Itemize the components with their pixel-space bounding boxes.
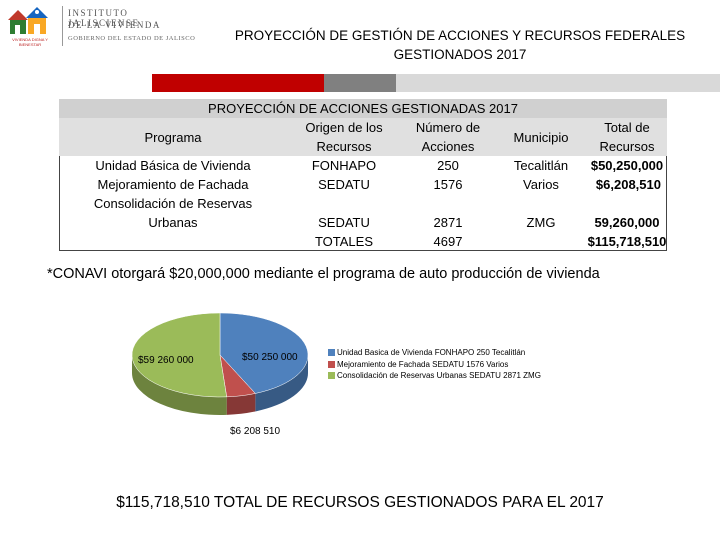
pie-slice-side-1	[226, 393, 256, 415]
header-programa-label: Programa	[144, 129, 202, 145]
cell-municipio: Varios	[523, 177, 559, 192]
totals-label: TOTALES	[314, 234, 374, 249]
totals-total: $115,718,510	[587, 234, 667, 249]
header-color-strip	[152, 74, 720, 92]
header-total: Total de Recursos	[587, 118, 667, 156]
cell-municipio: Tecalitlán	[513, 158, 569, 173]
cell-programa: Consolidación de Reservas Urbanas	[59, 194, 287, 232]
cell-programa-line2: Urbanas	[148, 215, 198, 230]
strip-gray-segment	[324, 74, 396, 92]
cell-origen: SEDATU	[318, 215, 370, 230]
cell-total: $6,208,510	[595, 177, 661, 192]
table-row: Unidad Básica de Vivienda FONHAPO 250 Te…	[59, 156, 667, 175]
pie-slice-side-2	[132, 355, 227, 415]
page-title: PROYECCIÓN DE GESTIÓN DE ACCIONES Y RECU…	[200, 26, 720, 64]
house-emblem-icon	[8, 7, 48, 34]
header-origen: Origen de los Recursos	[287, 118, 401, 156]
government-name: GOBIERNO DEL ESTADO DE JALISCO	[68, 35, 196, 42]
strip-red-segment	[152, 74, 324, 92]
institute-name-line1: INSTITUTO JALISCIENSE	[68, 8, 140, 28]
legend-label: Unidad Basica de Vivienda FONHAPO 250 Te…	[337, 348, 526, 357]
cell-total: $50,250,000	[590, 158, 664, 173]
table-row: Mejoramiento de Fachada SEDATU 1576 Vari…	[59, 175, 667, 194]
cell-acciones: 250	[437, 158, 459, 173]
cell-acciones: 2871	[433, 215, 463, 230]
pie-label-blue: $50 250 000	[242, 352, 298, 363]
cell-acciones: 1576	[433, 177, 463, 192]
header-numero-line1: Número de	[415, 120, 481, 135]
table-title: PROYECCIÓN DE ACCIONES GESTIONADAS 2017	[59, 99, 667, 118]
cell-origen: FONHAPO	[311, 158, 377, 173]
projection-table: PROYECCIÓN DE ACCIONES GESTIONADAS 2017 …	[59, 99, 667, 251]
institute-name-line2: DE LA VIVIENDA	[68, 20, 161, 30]
institute-logo: VIVIENDA DIGNA Y BIENESTAR INSTITUTO JAL…	[4, 4, 200, 48]
header-municipio: Municipio	[495, 118, 587, 156]
legend-item: Mejoramiento de Fachada SEDATU 1576 Vari…	[328, 359, 541, 371]
cell-empty	[59, 232, 287, 251]
page-title-line1: PROYECCIÓN DE GESTIÓN DE ACCIONES Y RECU…	[234, 28, 686, 43]
legend-label: Consolidación de Reservas Urbanas SEDATU…	[337, 371, 541, 380]
header-total-line2: Recursos	[599, 139, 655, 154]
pie-slice-0	[219, 312, 309, 394]
page-title-line2: GESTIONADOS 2017	[393, 47, 527, 62]
strip-light-segment	[396, 74, 720, 92]
cell-total: 59,260,000	[594, 215, 660, 230]
cell-municipio: ZMG	[526, 215, 556, 230]
table-row: Consolidación de Reservas Urbanas SEDATU…	[59, 194, 667, 232]
header-programa: Programa	[59, 118, 287, 156]
legend-swatch-red	[328, 360, 335, 368]
totals-row: TOTALES 4697 $115,718,510	[59, 232, 667, 251]
conavi-note: *CONAVI otorgará $20,000,000 mediante el…	[47, 266, 600, 282]
legend-swatch-blue	[328, 349, 335, 357]
legend-swatch-green	[328, 372, 335, 380]
header-total-line1: Total de	[604, 120, 650, 135]
emblem-caption: VIVIENDA DIGNA Y BIENESTAR	[12, 37, 48, 47]
cell-empty	[495, 232, 587, 251]
pie-label-red: $6 208 510	[230, 426, 281, 437]
legend-item: Unidad Basica de Vivienda FONHAPO 250 Te…	[328, 347, 541, 359]
table-header-row: Programa Origen de los Recursos Número d…	[59, 118, 667, 156]
header-numero: Número de Acciones	[401, 118, 495, 156]
legend-label: Mejoramiento de Fachada SEDATU 1576 Vari…	[337, 359, 509, 369]
pie-slice-2	[131, 312, 227, 398]
logo-divider	[62, 6, 63, 46]
cell-origen: SEDATU	[318, 177, 370, 192]
table-title-row: PROYECCIÓN DE ACCIONES GESTIONADAS 2017	[59, 99, 667, 118]
cell-programa-line1: Consolidación de Reservas	[93, 196, 253, 211]
pie-legend: Unidad Basica de Vivienda FONHAPO 250 Te…	[328, 347, 541, 382]
header-origen-line2: Recursos	[316, 139, 372, 154]
legend-item: Consolidación de Reservas Urbanas SEDATU…	[328, 370, 541, 382]
pie-slice-side-0	[255, 355, 308, 412]
header-origen-line1: Origen de los	[305, 120, 383, 135]
pie-chart	[131, 312, 309, 415]
total-resources-line: $115,718,510 TOTAL DE RECURSOS GESTIONAD…	[116, 494, 604, 511]
pie-label-green: $59 260 000	[138, 355, 194, 366]
cell-programa: Mejoramiento de Fachada	[97, 177, 249, 192]
totals-acciones: 4697	[433, 234, 463, 249]
cell-programa: Unidad Básica de Vivienda	[95, 158, 251, 173]
header-numero-line2: Acciones	[421, 139, 475, 154]
